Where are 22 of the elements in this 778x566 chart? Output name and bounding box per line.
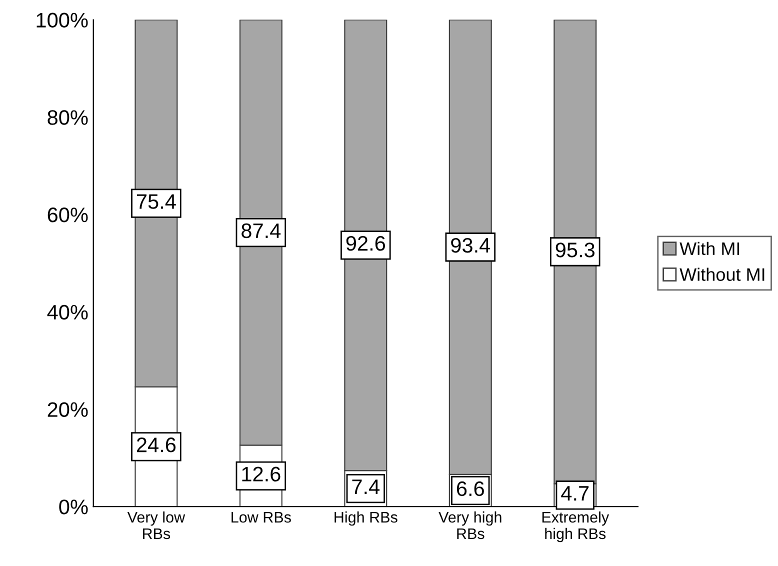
y-tick-label: 20%: [48, 402, 88, 417]
legend-label: Without MI: [680, 268, 764, 281]
x-tick-label: Very low RBs: [127, 511, 186, 540]
data-label: 12.6: [242, 466, 280, 482]
data-label: 24.6: [136, 438, 176, 452]
x-tick-label: Very high RBs: [438, 511, 502, 540]
data-label: 95.3: [556, 242, 594, 258]
data-label: 93.4: [451, 238, 490, 253]
data-label: 87.4: [242, 223, 281, 238]
x-tick-label: High RBs: [334, 511, 398, 526]
data-label: 75.4: [136, 194, 176, 209]
data-label: 6.6: [456, 481, 484, 496]
y-tick-label: 100%: [36, 12, 88, 28]
y-tick-label: 80%: [48, 110, 88, 125]
x-tick-label: Extremely high RBs: [542, 511, 610, 542]
x-tick-label: Low RBs: [232, 512, 291, 523]
y-tick-label: 40%: [47, 304, 88, 320]
data-label: 92.6: [346, 236, 386, 251]
y-tick-label: 60%: [48, 208, 88, 222]
legend-label: With MI: [680, 242, 740, 256]
data-label: 7.4: [352, 480, 380, 494]
y-tick-label: 0%: [59, 500, 88, 514]
